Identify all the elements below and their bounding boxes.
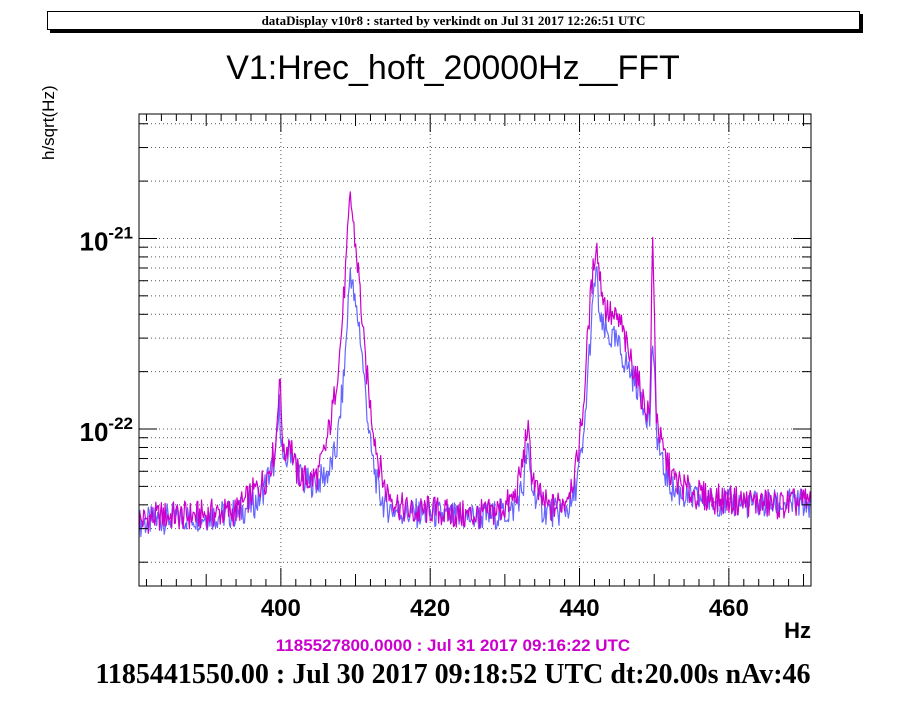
header-text: dataDisplay v10r8 : started by verkindt …: [261, 13, 646, 28]
series-layer: [139, 191, 811, 539]
series-line: [139, 191, 811, 534]
x-tick-label: 440: [560, 595, 600, 622]
axis-tick-labels: 400 420 440 460 10-21 10-22: [80, 223, 749, 622]
y-tick-label: 10-21: [80, 223, 134, 256]
chart-title: V1:Hrec_hoft_20000Hz__FFT: [226, 49, 680, 87]
header-bar: dataDisplay v10r8 : started by verkindt …: [47, 11, 860, 30]
y-tick-label: 10-22: [80, 414, 134, 447]
reference-time-stamp: 1185527800.0000 : Jul 31 2017 09:16:22 U…: [275, 636, 631, 655]
footer-time-stamp: 1185441550.00 : Jul 30 2017 09:18:52 UTC…: [95, 659, 811, 690]
x-axis-label: Hz: [784, 618, 811, 643]
x-tick-label: 420: [410, 595, 450, 622]
x-tick-label: 460: [709, 595, 749, 622]
x-tick-label: 400: [261, 595, 301, 622]
axis-ticks: [139, 114, 811, 586]
